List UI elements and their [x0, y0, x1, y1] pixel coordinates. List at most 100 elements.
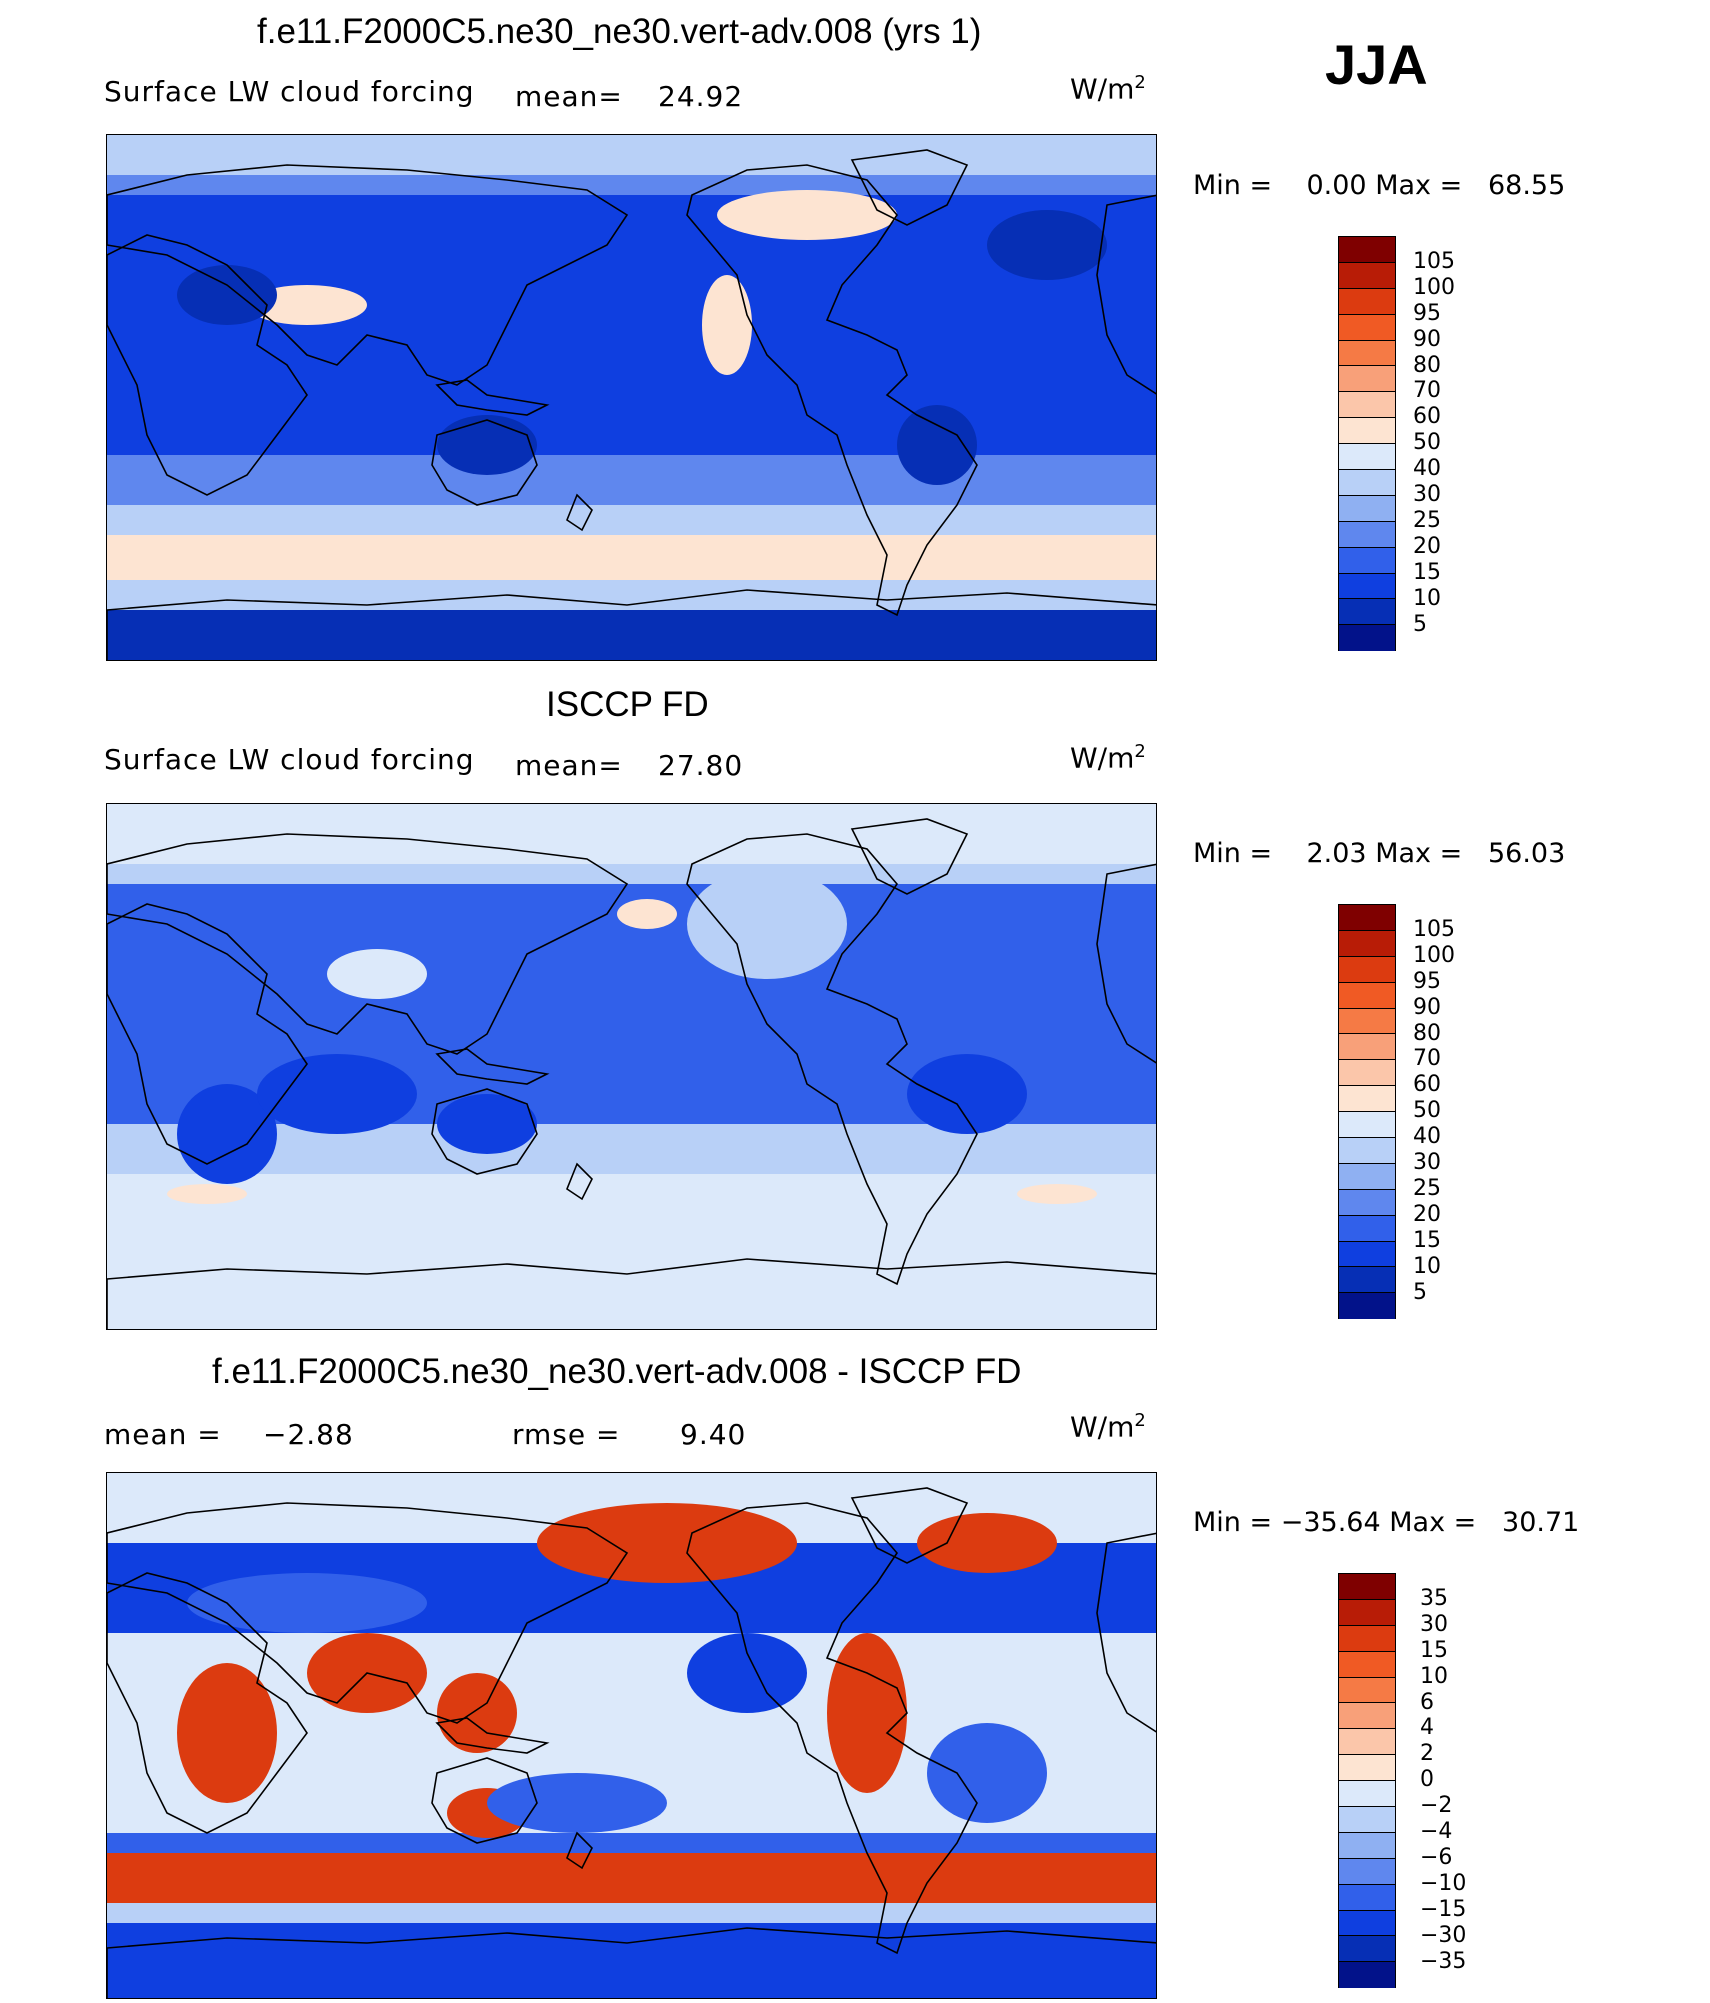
colorbar-swatch	[1339, 1910, 1395, 1937]
colorbar-label: 2	[1420, 1741, 1434, 1767]
colorbar-label: −15	[1420, 1896, 1467, 1922]
coastline	[107, 833, 629, 1055]
field-blob	[827, 1633, 907, 1793]
colorbar-label: 40	[1413, 1124, 1441, 1150]
colorbar-swatch	[1339, 1755, 1395, 1782]
coastline	[1096, 863, 1156, 1064]
colorbar-swatch	[1339, 1138, 1395, 1164]
panel-2-title: ISCCP FD	[546, 685, 709, 724]
panel-3-mean-label: mean =	[104, 1418, 222, 1451]
colorbar-label: −10	[1420, 1870, 1467, 1896]
colorbar-swatch	[1339, 1267, 1395, 1294]
colorbar-swatch	[1339, 1781, 1395, 1808]
colorbar-swatch	[1339, 392, 1395, 419]
field-band	[107, 535, 1156, 580]
panel-2-max-text: Max =	[1375, 838, 1463, 869]
panel-1-map	[106, 134, 1157, 661]
colorbar-swatch	[1339, 1034, 1395, 1061]
colorbar-swatch	[1339, 1086, 1395, 1113]
panel-3-rmse-label: rmse =	[512, 1418, 621, 1451]
field-blob	[687, 869, 847, 979]
field-blob	[537, 1503, 797, 1583]
field-blob	[327, 949, 427, 999]
colorbar-label: 70	[1413, 1046, 1441, 1072]
colorbar-swatch	[1339, 599, 1395, 626]
colorbar-swatch	[1339, 1807, 1395, 1833]
colorbar-swatch	[1339, 905, 1395, 931]
colorbar-swatch	[1339, 366, 1395, 393]
colorbar-swatch	[1339, 1936, 1395, 1963]
panel-3-minmax: Min = −35.64 Max = 30.71	[1193, 1507, 1579, 1538]
panel-3-colorbar	[1338, 1573, 1396, 1989]
coastline	[107, 164, 629, 386]
colorbar-label: 20	[1413, 533, 1441, 559]
colorbar-swatch	[1339, 1163, 1395, 1190]
colorbar-label: 6	[1420, 1689, 1434, 1715]
colorbar-swatch	[1339, 1008, 1395, 1035]
field-blob	[487, 1773, 667, 1833]
field-blob	[617, 899, 677, 929]
colorbar-swatch	[1339, 1112, 1395, 1139]
coastline	[435, 1717, 550, 1754]
colorbar-label: 5	[1413, 611, 1427, 637]
field-blob	[907, 1054, 1027, 1134]
colorbar-label: 100	[1413, 274, 1455, 300]
colorbar-swatch	[1339, 1241, 1395, 1268]
colorbar-swatch	[1339, 1060, 1395, 1087]
colorbar-label: −35	[1420, 1948, 1467, 1974]
colorbar-label: −30	[1420, 1922, 1467, 1948]
field-blob	[1017, 1184, 1097, 1204]
field-blob	[177, 1084, 277, 1184]
panel-3-rmse-value: 9.40	[680, 1418, 747, 1451]
panel-3-mean-value: −2.88	[263, 1418, 354, 1451]
colorbar-swatch	[1339, 288, 1395, 315]
colorbar-label: 10	[1413, 585, 1441, 611]
field-band	[107, 195, 1156, 455]
panel-2-min-value: 2.03	[1306, 838, 1367, 869]
panel-1-colorbar	[1338, 236, 1396, 652]
colorbar-swatch	[1339, 1729, 1395, 1756]
coastline	[107, 1572, 308, 1834]
colorbar-swatch	[1339, 982, 1395, 1009]
coastline	[850, 149, 969, 226]
coastline	[107, 589, 1156, 660]
panel-1-variable: Surface LW cloud forcing	[104, 75, 475, 108]
panel-1-title: f.e11.F2000C5.ne30_ne30.vert-adv.008 (yr…	[257, 12, 982, 51]
colorbar-label: 70	[1413, 378, 1441, 404]
panel-2-minmax: Min = 2.03 Max = 56.03	[1193, 838, 1565, 869]
coastline	[107, 903, 308, 1165]
colorbar-label: 90	[1413, 326, 1441, 352]
colorbar-label: 4	[1420, 1715, 1434, 1741]
colorbar-label: 30	[1413, 1150, 1441, 1175]
coastline	[566, 1831, 593, 1870]
colorbar-swatch	[1339, 573, 1395, 600]
colorbar-swatch	[1339, 625, 1395, 652]
season-label: JJA	[1325, 33, 1428, 96]
panel-3-min-text: Min =	[1193, 1507, 1273, 1538]
coastline	[435, 379, 550, 416]
colorbar-label: −6	[1420, 1844, 1453, 1870]
panel-3-title: f.e11.F2000C5.ne30_ne30.vert-adv.008 - I…	[212, 1352, 1022, 1391]
panel-1-min-text: Min =	[1193, 170, 1273, 201]
coastline	[431, 1088, 538, 1175]
coastline	[1096, 1532, 1156, 1733]
colorbar-label: 15	[1420, 1637, 1448, 1663]
field-blob	[927, 1723, 1047, 1823]
panel-2-max-value: 56.03	[1487, 838, 1566, 869]
colorbar-label: 10	[1413, 1253, 1441, 1279]
field-blob	[167, 1184, 247, 1204]
colorbar-label: −4	[1420, 1819, 1453, 1844]
panel-1-map-field	[107, 135, 1156, 660]
panel-1-min-value: 0.00	[1306, 170, 1367, 201]
field-blob	[437, 415, 537, 475]
coastline	[850, 1487, 969, 1564]
colorbar-label: 0	[1420, 1767, 1434, 1793]
field-blob	[177, 1663, 277, 1803]
field-blob	[187, 1573, 427, 1633]
colorbar-swatch	[1339, 1625, 1395, 1652]
colorbar-label: −2	[1420, 1793, 1453, 1819]
colorbar-label: 25	[1413, 1175, 1441, 1201]
panel-3-max-value: 30.71	[1502, 1507, 1580, 1538]
colorbar-swatch	[1339, 930, 1395, 957]
colorbar-swatch	[1339, 237, 1395, 263]
